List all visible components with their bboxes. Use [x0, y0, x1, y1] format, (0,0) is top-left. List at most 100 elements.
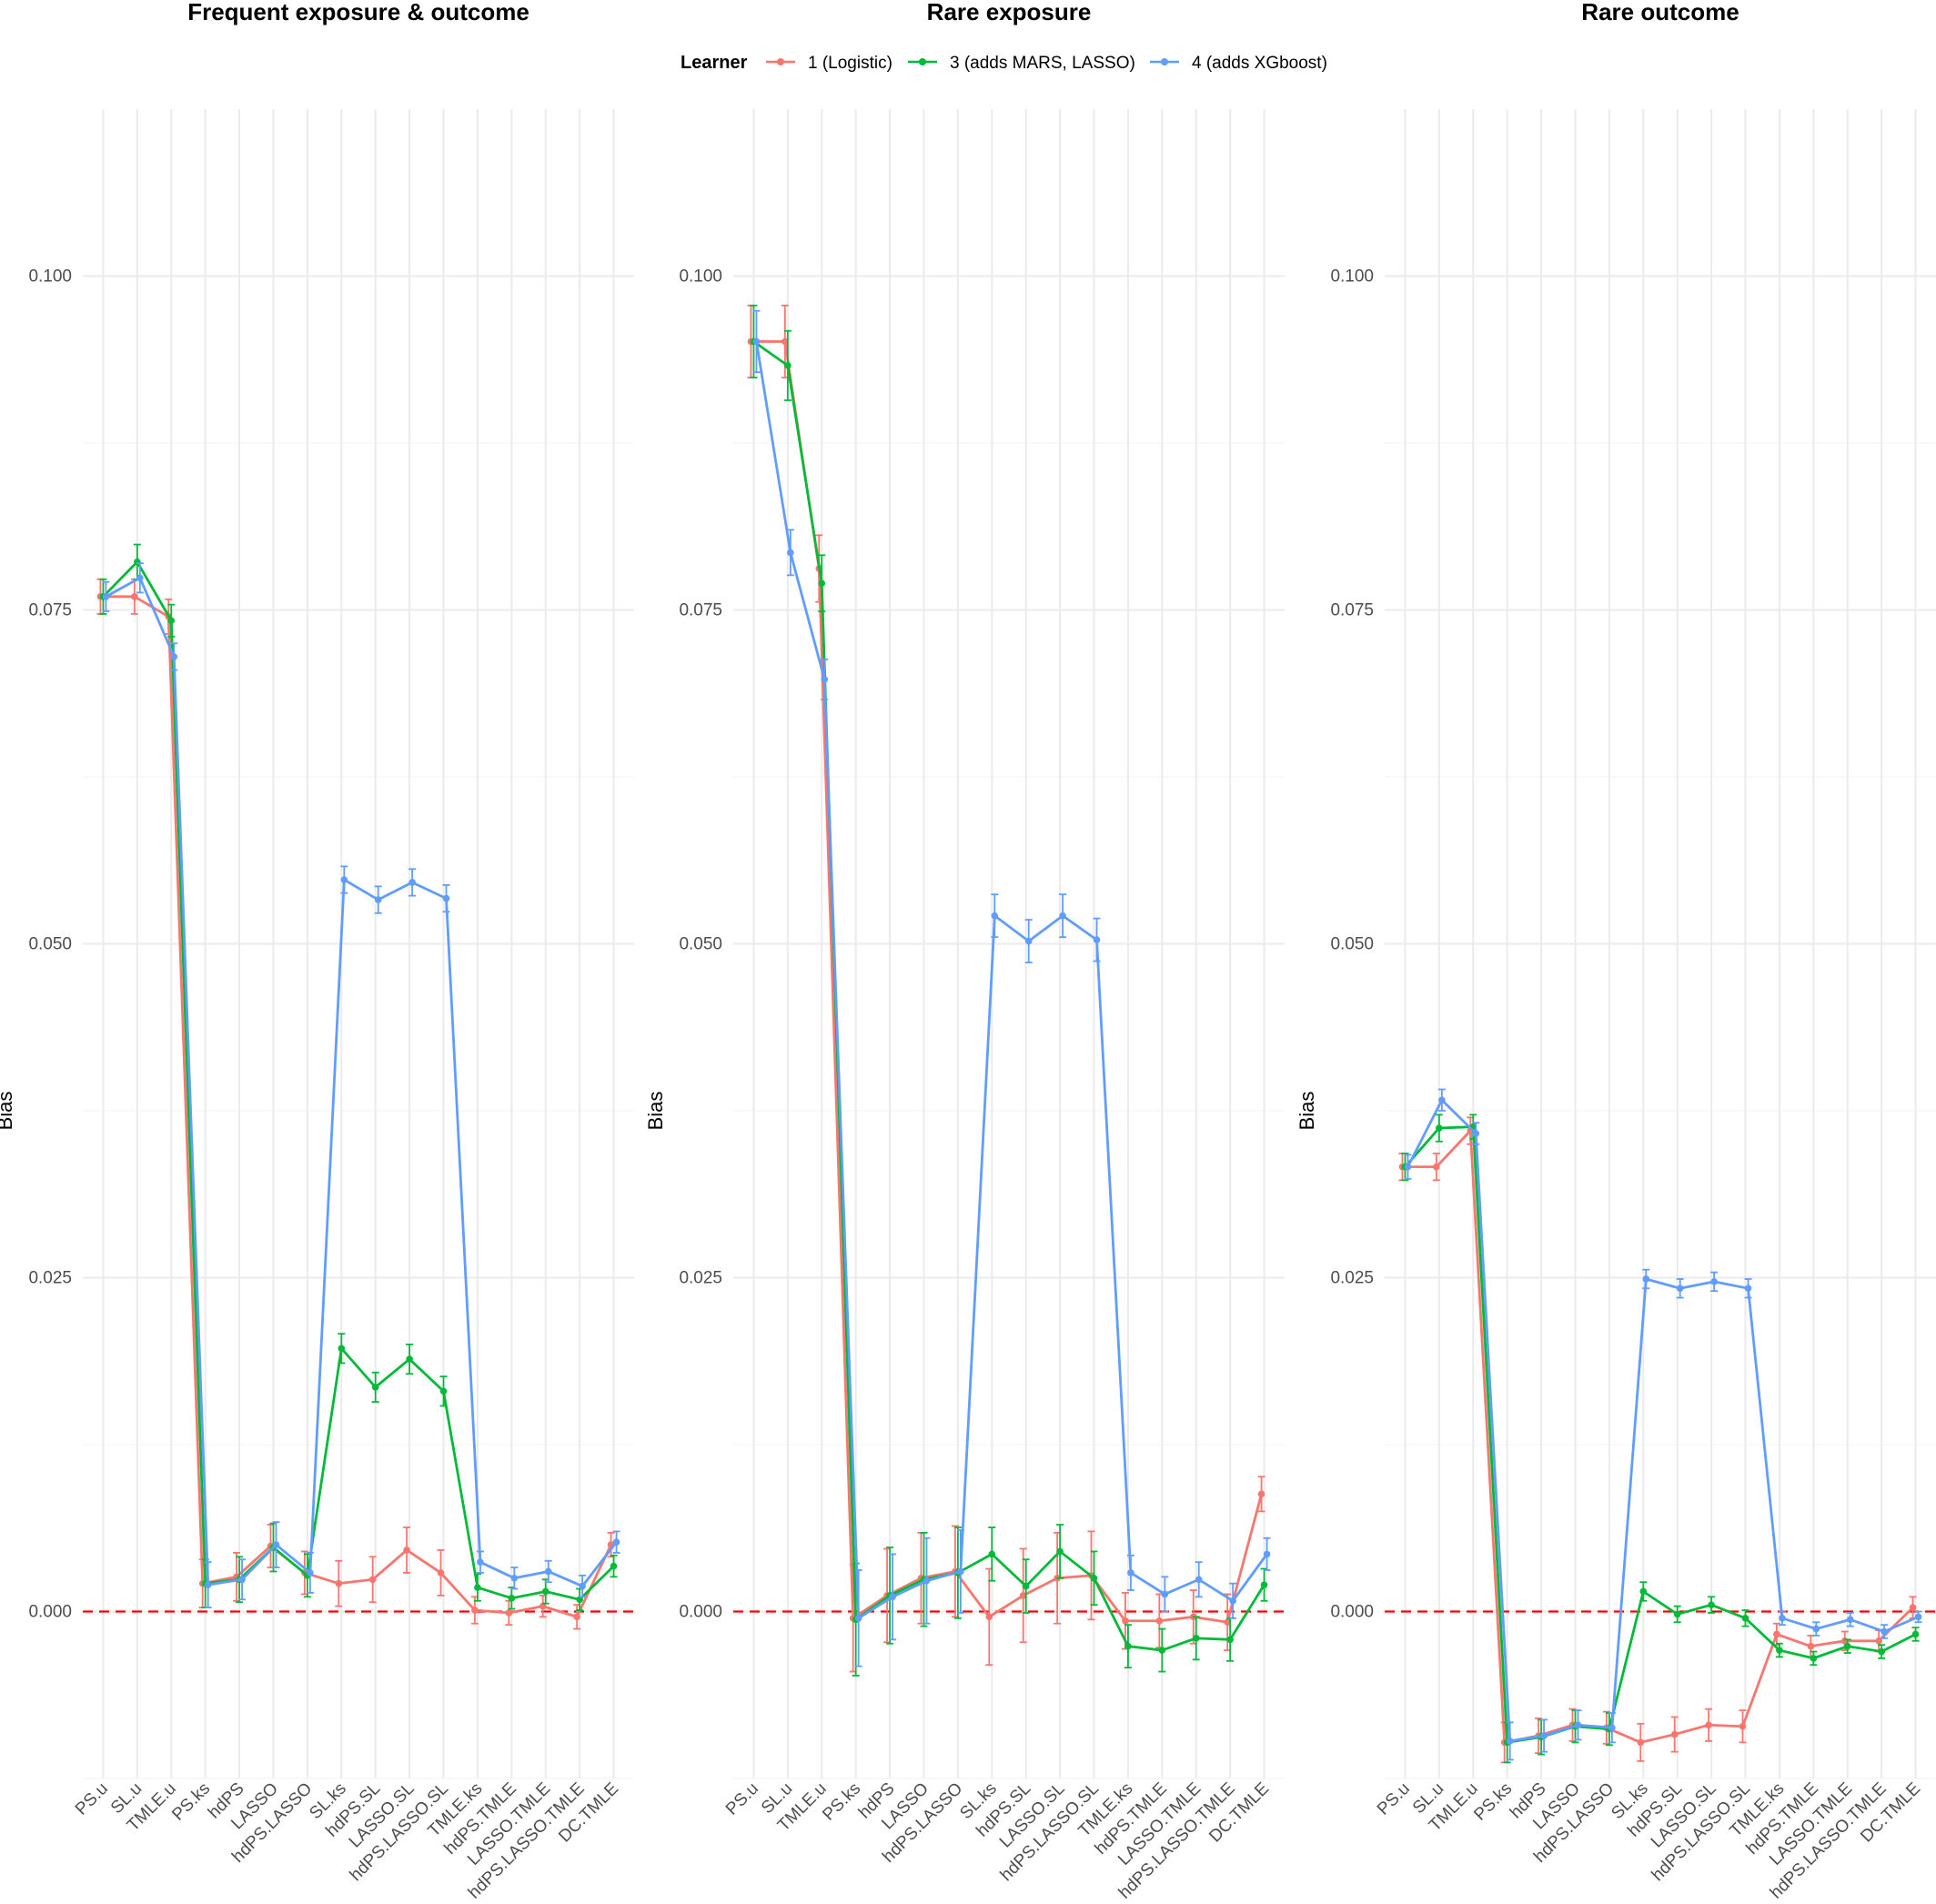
data-point	[1124, 1642, 1132, 1650]
data-point	[1744, 1284, 1752, 1293]
data-point	[1846, 1616, 1854, 1624]
legend-key-point	[777, 58, 784, 65]
data-point	[1472, 1130, 1480, 1137]
data-point	[821, 676, 829, 683]
data-point	[102, 593, 110, 600]
data-point	[335, 1579, 343, 1587]
data-point	[1637, 1738, 1645, 1747]
data-point	[1024, 937, 1033, 945]
data-point	[1506, 1738, 1514, 1745]
panel-rare-outcome: Rare outcome 0.000 0.025 0.050 0.075 0.100 Bia…	[1296, 0, 1936, 1903]
y-tick-label: 0.000	[679, 1603, 722, 1622]
data-point	[437, 1569, 445, 1577]
data-point	[374, 896, 382, 903]
data-point	[403, 1546, 410, 1554]
legend-label-3: 3 (adds MARS, LASSO)	[950, 54, 1135, 73]
data-point	[1741, 1615, 1749, 1622]
legend-label-4: 4 (adds XGboost)	[1192, 54, 1327, 73]
x-tick-label: PS.u	[722, 1779, 762, 1819]
data-point	[612, 1538, 620, 1546]
data-point	[752, 337, 761, 346]
data-point	[1195, 1576, 1203, 1584]
data-point	[787, 549, 794, 557]
x-tick-label: PS.u	[1374, 1779, 1414, 1819]
data-point	[1059, 912, 1066, 920]
legend-item-3: 3 (adds MARS, LASSO)	[908, 54, 1135, 73]
data-point	[1776, 1647, 1783, 1654]
data-point	[406, 1355, 413, 1363]
data-point	[471, 1607, 479, 1614]
data-point	[991, 912, 999, 920]
data-point	[1779, 1615, 1786, 1622]
data-point	[1914, 1613, 1922, 1621]
data-point	[988, 1550, 996, 1558]
data-point	[1093, 936, 1101, 943]
data-point	[923, 1577, 931, 1585]
data-point	[784, 362, 792, 369]
series-line	[1404, 1125, 1917, 1744]
x-tick-label: PS.u	[72, 1779, 112, 1819]
series-line	[755, 341, 1268, 1620]
data-point	[781, 337, 789, 346]
legend-item-4: 4 (adds XGboost)	[1150, 54, 1327, 73]
data-point	[167, 617, 176, 625]
series-1	[747, 304, 1265, 1673]
y-tick-label: 0.025	[28, 1269, 72, 1288]
panel-title: Rare exposure	[927, 0, 1092, 25]
legend-title: Learner	[681, 53, 748, 73]
data-point	[579, 1582, 586, 1590]
data-point	[1739, 1722, 1747, 1730]
data-point	[1911, 1630, 1920, 1638]
data-point	[818, 579, 826, 587]
y-axis-title: Bias	[1296, 1092, 1318, 1131]
data-point	[1257, 1490, 1265, 1498]
data-point	[985, 1613, 993, 1621]
data-point	[1676, 1284, 1684, 1293]
data-point	[408, 879, 416, 886]
data-point	[1540, 1732, 1548, 1739]
series-2	[750, 304, 1268, 1677]
x-tick-label: PS.ks	[1470, 1779, 1516, 1825]
data-point	[544, 1567, 552, 1576]
data-point	[889, 1593, 896, 1601]
data-point	[1710, 1278, 1718, 1285]
data-point	[957, 1567, 964, 1576]
series-3	[1404, 1088, 1922, 1761]
y-axis-title: Bias	[0, 1092, 16, 1131]
y-tick-label: 0.050	[28, 935, 72, 954]
data-point	[1773, 1630, 1780, 1638]
legend-key-point	[919, 58, 926, 65]
data-point	[508, 1595, 516, 1602]
panel-frequent-exposure-outcome: Frequent exposure & outcome 0.000 0.025 0.0…	[0, 0, 634, 1903]
data-point	[1436, 1124, 1443, 1132]
data-point	[1158, 1647, 1166, 1654]
data-point	[1438, 1096, 1446, 1104]
data-point	[1574, 1721, 1582, 1729]
series-line	[102, 560, 615, 1601]
data-point	[1122, 1617, 1129, 1625]
data-point	[474, 1584, 481, 1591]
data-point	[204, 1581, 212, 1588]
data-point	[477, 1558, 484, 1566]
data-point	[1155, 1617, 1164, 1625]
y-tick-label: 0.100	[1330, 267, 1374, 287]
data-point	[576, 1596, 583, 1604]
panel-rare-exposure: Rare exposure 0.000 0.025 0.050 0.075 0.100 Bi…	[644, 0, 1285, 1903]
y-tick-label: 0.025	[679, 1269, 722, 1288]
legend-key-point	[1161, 58, 1168, 65]
data-point	[1404, 1163, 1412, 1171]
data-point	[539, 1602, 547, 1610]
data-point	[1019, 1592, 1027, 1599]
panel-title: Frequent exposure & outcome	[187, 0, 529, 25]
data-point	[510, 1575, 519, 1582]
data-point	[1639, 1587, 1648, 1596]
data-point	[1843, 1642, 1851, 1650]
data-point	[1708, 1601, 1715, 1608]
y-tick-label: 0.025	[1330, 1269, 1374, 1288]
legend: Learner 1 (Logistic) 3 (adds MARS, LASSO…	[681, 53, 1327, 73]
series-line	[1407, 1098, 1920, 1743]
y-tick-label: 0.000	[1330, 1603, 1374, 1622]
y-tick-label: 0.000	[28, 1603, 72, 1622]
data-point	[1881, 1627, 1888, 1636]
